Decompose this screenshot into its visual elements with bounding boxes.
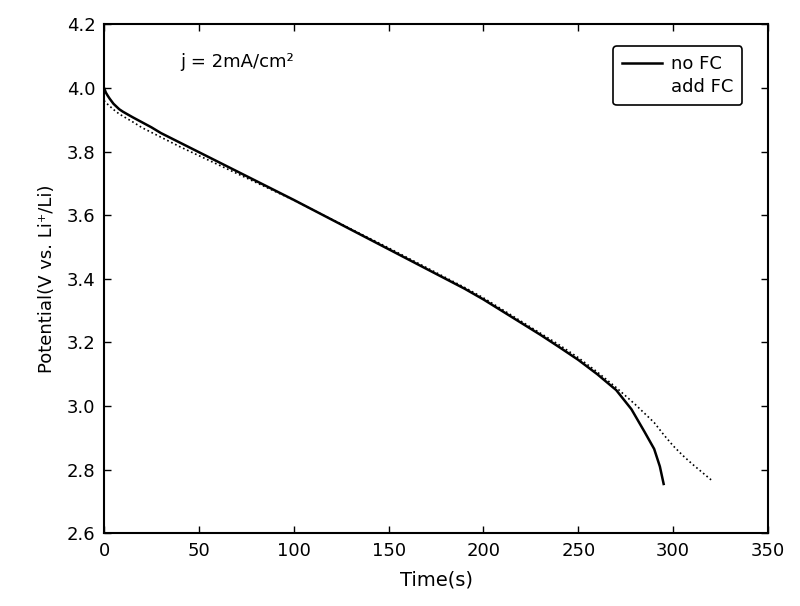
X-axis label: Time(s): Time(s) bbox=[399, 571, 473, 590]
Text: j = 2mA/cm²: j = 2mA/cm² bbox=[180, 53, 294, 72]
Legend: no FC, add FC: no FC, add FC bbox=[613, 46, 742, 105]
Y-axis label: Potential(V vs. Li⁺/Li): Potential(V vs. Li⁺/Li) bbox=[38, 184, 56, 373]
